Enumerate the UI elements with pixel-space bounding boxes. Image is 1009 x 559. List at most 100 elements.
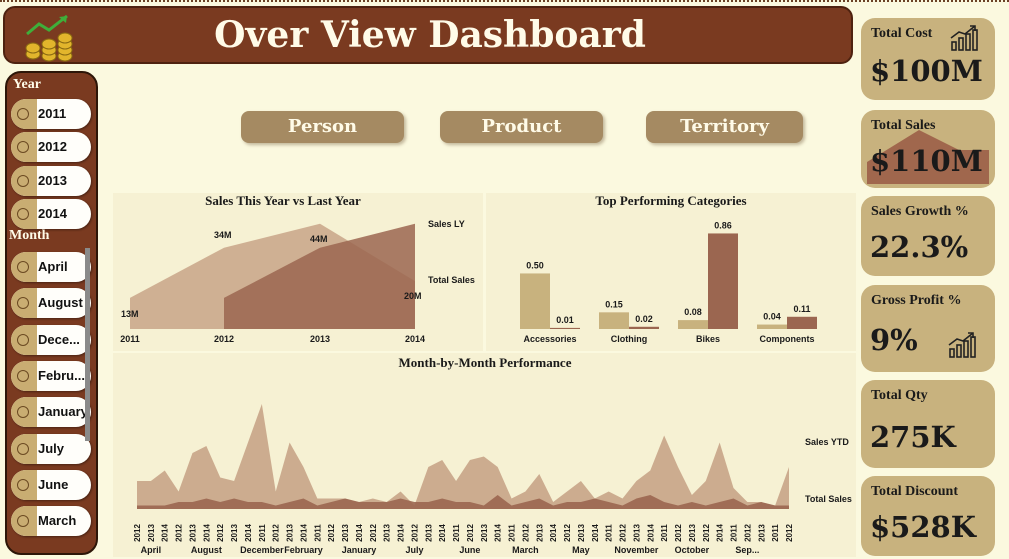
x-tick-label: 2014 <box>405 334 425 344</box>
year-option[interactable]: 2012 <box>11 132 91 162</box>
x-tick-label: Bikes <box>696 334 720 344</box>
month-label: January <box>342 545 377 555</box>
x-tick-label: 2011 <box>258 524 267 542</box>
data-label: 0.15 <box>605 299 623 309</box>
month-label: February <box>284 545 323 555</box>
legend-label: Total Sales <box>805 494 852 504</box>
radio-icon <box>17 443 29 455</box>
data-label: 0.01 <box>556 315 574 325</box>
kpi-label: Total Cost <box>871 26 933 41</box>
kpi-value: 22.3% <box>870 230 969 264</box>
kpi-value: 275K <box>870 420 956 454</box>
data-label: 0.86 <box>714 220 732 230</box>
sales-yoy-chart: 13M 34M 44M 20M 2011 2012 2013 2014 Sales LY Tota… <box>120 219 475 344</box>
x-tick-label: 2012 <box>466 524 475 542</box>
kpi-sales-growth: Sales Growth % 22.3% <box>861 196 995 276</box>
x-tick-label: 2013 <box>757 524 766 542</box>
total-sales-area <box>224 223 415 329</box>
month-option[interactable]: January <box>11 397 91 427</box>
month-label: August <box>191 545 222 555</box>
month-option[interactable]: April <box>11 252 91 282</box>
month-option[interactable]: Dece... <box>11 325 91 355</box>
growth-chart-icon <box>950 25 978 51</box>
radio-icon <box>17 297 29 309</box>
sales-ytd-area <box>137 404 789 509</box>
data-label: 0.11 <box>793 304 810 314</box>
bar <box>550 327 580 329</box>
kpi-label: Gross Profit % <box>871 293 962 308</box>
month-label: May <box>572 545 590 555</box>
x-tick-label: 2011 <box>508 524 517 542</box>
x-tick-label: 2013 <box>310 334 330 344</box>
radio-icon <box>17 141 29 153</box>
top-divider <box>0 0 1009 2</box>
month-scrollbar[interactable] <box>85 248 90 441</box>
x-tick-label: Clothing <box>611 334 648 344</box>
x-tick-label: 2012 <box>743 524 752 542</box>
x-tick-label: 2011 <box>313 524 322 542</box>
month-label: Sep... <box>735 545 759 555</box>
x-tick-label: 2013 <box>688 524 697 542</box>
kpi-total-cost: Total Cost $100M <box>861 18 995 100</box>
sales-yoy-panel: Sales This Year vs Last Year 13M 34M 44M 20… <box>113 193 483 351</box>
month-option[interactable]: July <box>11 434 91 464</box>
person-button[interactable]: Person <box>241 111 404 143</box>
month-option[interactable]: June <box>11 470 91 500</box>
bar <box>678 320 708 329</box>
x-tick-label: 2012 <box>214 334 234 344</box>
area-chart-icon <box>867 130 989 184</box>
month-option[interactable]: March <box>11 506 91 536</box>
x-tick-label: 2013 <box>230 524 239 542</box>
bar <box>629 326 659 329</box>
month-label: June <box>459 545 480 555</box>
legend-label: Total Sales <box>428 275 475 285</box>
x-tick-label: 2011 <box>120 334 140 344</box>
year-option[interactable]: 2014 <box>11 199 91 229</box>
month-label: April <box>141 545 162 555</box>
year-option[interactable]: 2013 <box>11 166 91 196</box>
year-option[interactable]: 2011 <box>11 99 91 129</box>
month-slicer-heading: Month <box>9 228 50 243</box>
kpi-value: $110M <box>870 144 983 178</box>
x-tick-label: 2012 <box>272 524 281 542</box>
header-banner: Over View Dashboard <box>3 6 853 64</box>
x-tick-label: 2011 <box>452 524 461 542</box>
bar <box>787 316 817 329</box>
radio-icon <box>17 334 29 346</box>
filter-panel: Year 2011 2012 2013 2014 Month April Aug… <box>5 71 98 555</box>
x-tick-label: 2013 <box>147 524 156 542</box>
x-tick-label: 2014 <box>299 524 308 542</box>
x-tick-label: 2014 <box>202 524 211 542</box>
data-label: 0.50 <box>526 260 544 270</box>
x-tick-label: 2012 <box>674 524 683 542</box>
x-tick-label: 2012 <box>216 524 225 542</box>
radio-icon <box>17 406 29 418</box>
data-label: 0.02 <box>635 314 653 324</box>
territory-button[interactable]: Territory <box>646 111 803 143</box>
radio-icon <box>17 370 29 382</box>
kpi-label: Total Qty <box>871 388 928 403</box>
radio-icon <box>17 208 29 220</box>
x-tick-label: 2014 <box>591 524 600 542</box>
x-tick-label: 2014 <box>549 524 558 542</box>
x-tick-label: 2011 <box>605 524 614 542</box>
x-tick-label: 2014 <box>494 524 503 542</box>
bar <box>520 273 550 329</box>
x-tick-label: 2014 <box>716 524 725 542</box>
money-growth-icon <box>25 14 73 62</box>
kpi-label: Sales Growth % <box>871 204 969 219</box>
monthly-chart: 2012 2013 2014 2012 2013 2014 2012 2013 2014 2011… <box>133 404 852 555</box>
x-tick-label: 2012 <box>133 524 142 542</box>
month-option[interactable]: Febru... <box>11 361 91 391</box>
x-tick-label: 2014 <box>646 524 655 542</box>
x-tick-label: 2013 <box>424 524 433 542</box>
radio-icon <box>17 108 29 120</box>
data-label: 34M <box>214 230 232 240</box>
product-button[interactable]: Product <box>440 111 603 143</box>
month-option[interactable]: August <box>11 288 91 318</box>
x-tick-label: 2011 <box>660 524 669 542</box>
x-tick-label: 2013 <box>577 524 586 542</box>
x-tick-label: 2013 <box>535 524 544 542</box>
bar <box>757 324 787 329</box>
data-label: 0.04 <box>763 312 781 322</box>
